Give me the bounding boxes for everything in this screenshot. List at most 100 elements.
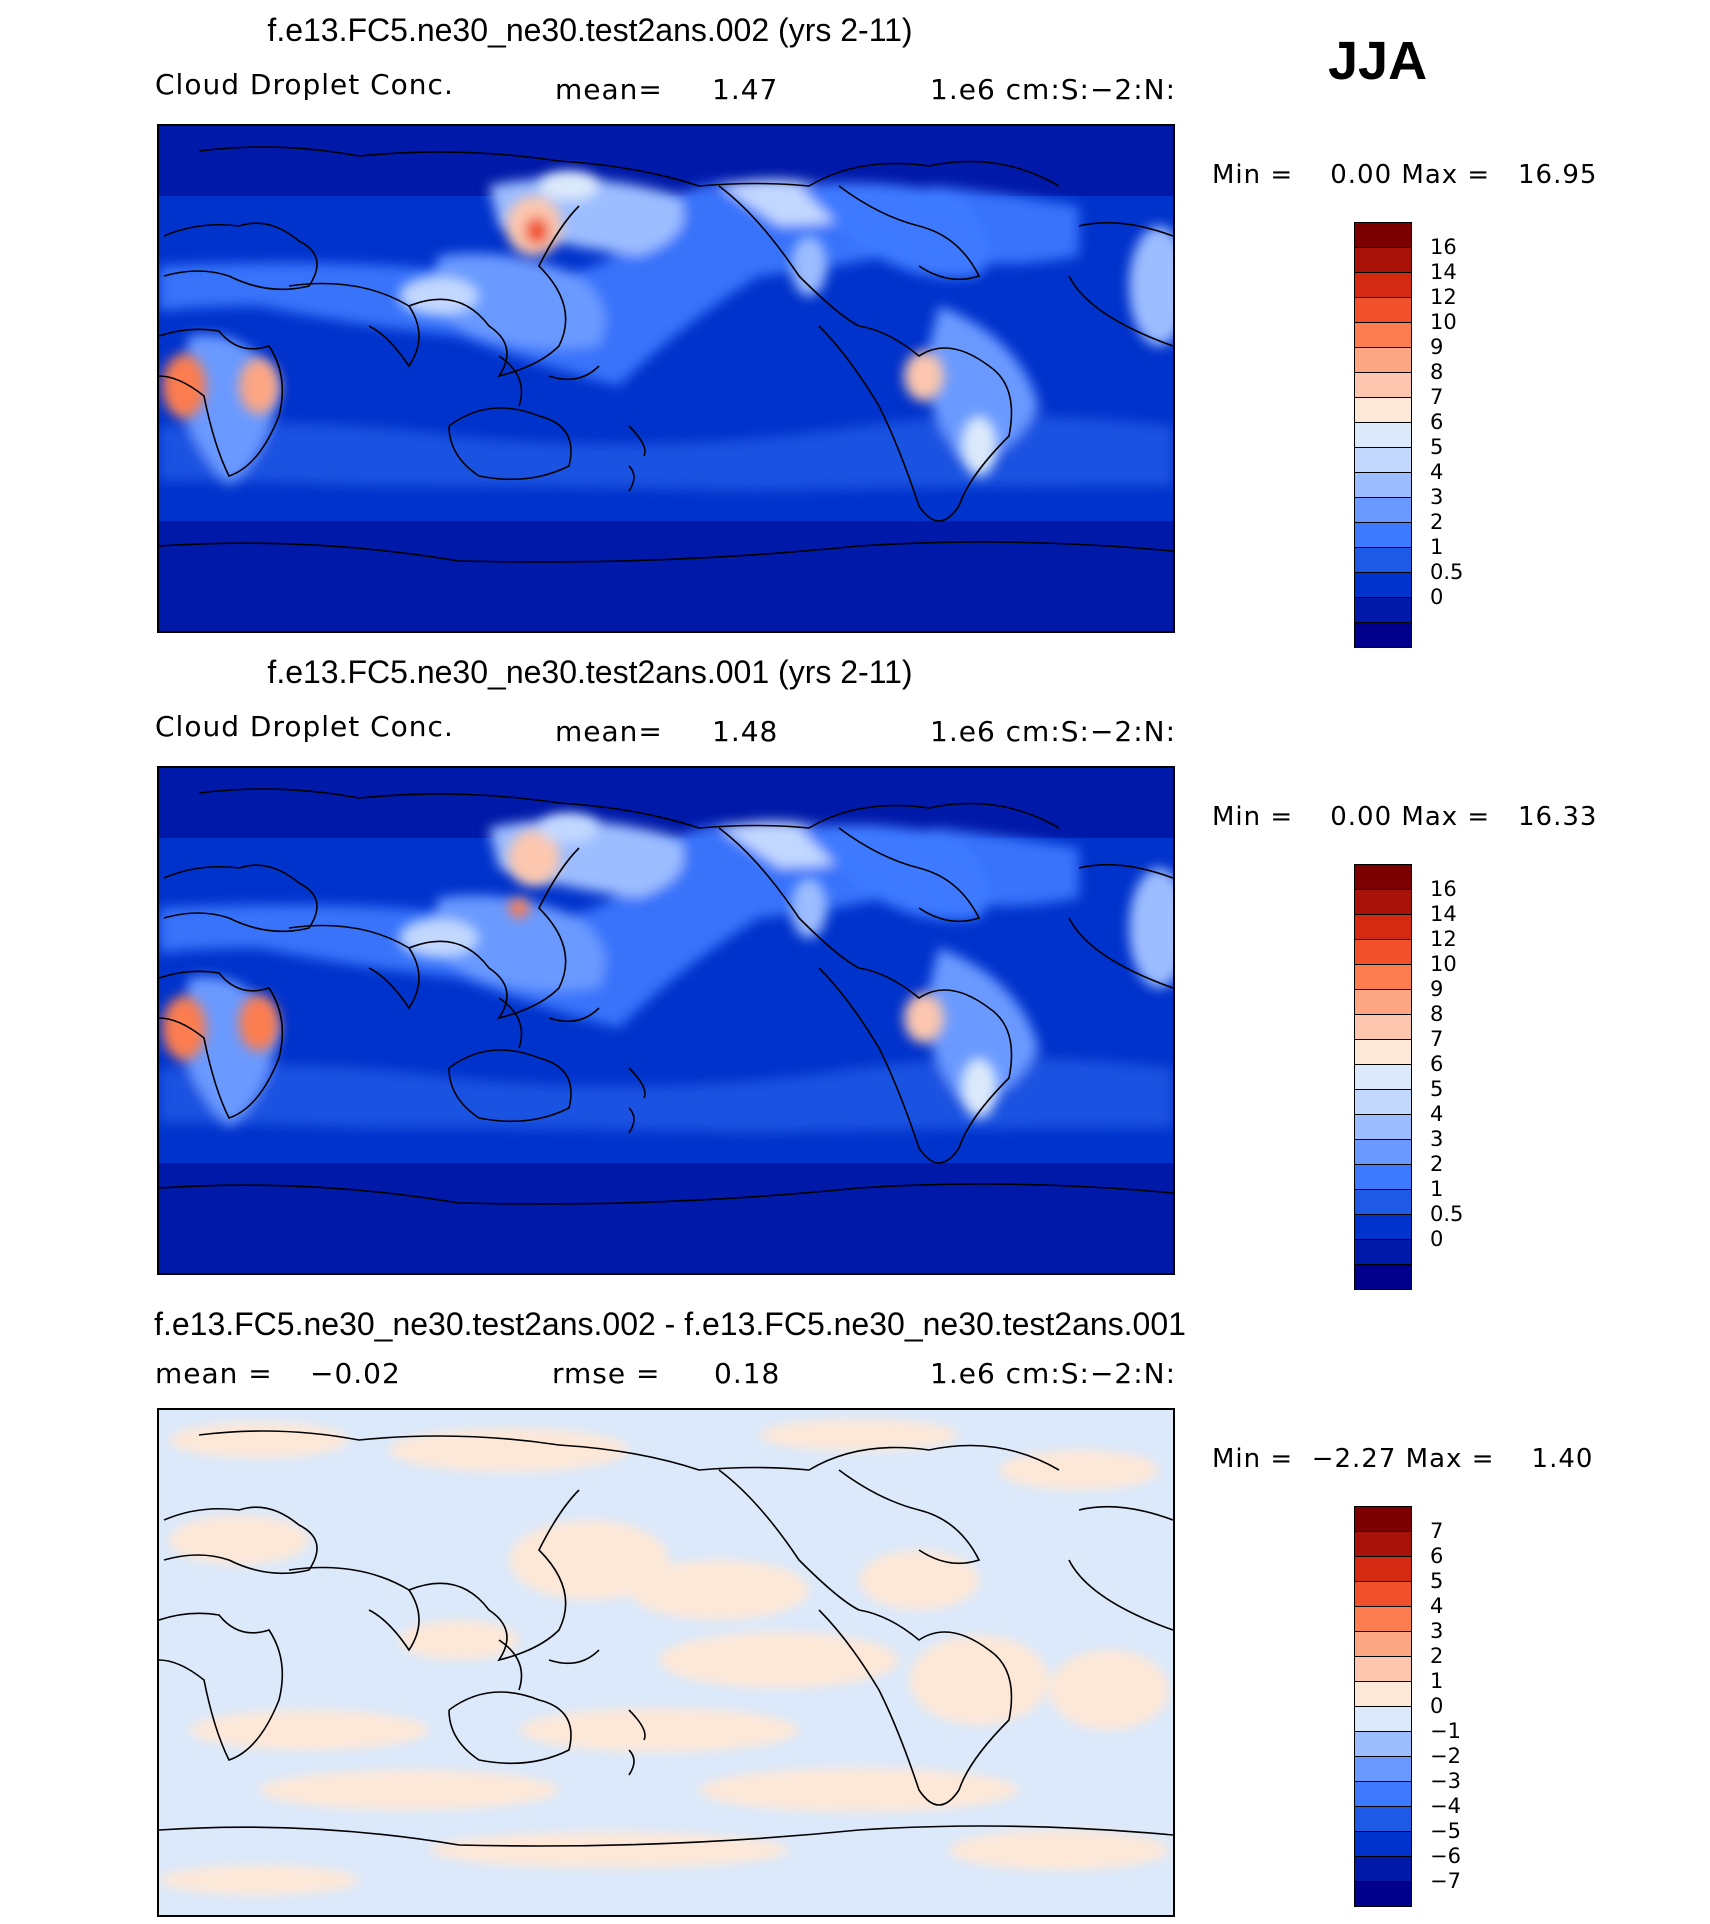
- colorbar-tick-label: 1: [1430, 1177, 1444, 1201]
- colorbar-tick-label: 14: [1430, 260, 1457, 284]
- colorbar-tick-label: 12: [1430, 285, 1457, 309]
- colorbar-cell: [1354, 1214, 1412, 1240]
- max-label: Max =: [1401, 160, 1491, 190]
- colorbar-cell: [1354, 622, 1412, 648]
- colorbar-tick-label: 0.5: [1430, 1202, 1464, 1226]
- colorbar-tick-label: 8: [1430, 360, 1444, 384]
- panel-test2ans-001: f.e13.FC5.ne30_ne30.test2ans.001 (yrs 2-…: [0, 642, 1710, 1290]
- colorbar-cell: [1354, 372, 1412, 398]
- panel-title: f.e13.FC5.ne30_ne30.test2ans.002 (yrs 2-…: [267, 12, 913, 48]
- colorbar-cell: [1354, 1014, 1412, 1040]
- colorbar-cell: [1354, 497, 1412, 523]
- colorbar-cell: [1354, 1706, 1412, 1732]
- colorbar-tick-label: 7: [1430, 1519, 1444, 1543]
- colorbar-cell: [1354, 1756, 1412, 1782]
- min-label: Min =: [1212, 1444, 1294, 1474]
- min-label: Min =: [1212, 802, 1294, 832]
- rmse-label: rmse =: [552, 1357, 661, 1390]
- colorbar-tick-label: 6: [1430, 1544, 1444, 1568]
- colorbar-cell: [1354, 1039, 1412, 1065]
- colorbar-tick-label: 0: [1430, 1227, 1444, 1251]
- colorbar-tick-label: 14: [1430, 902, 1457, 926]
- min-value: −2.27: [1311, 1444, 1397, 1474]
- map-plot: [157, 766, 1175, 1275]
- colorbar-tick-label: 2: [1430, 1644, 1444, 1668]
- colorbar-cell: [1354, 1656, 1412, 1682]
- max-value: 16.95: [1518, 160, 1598, 190]
- variable-name: Cloud Droplet Conc.: [155, 710, 454, 743]
- colorbar-tick-label: 0.5: [1430, 560, 1464, 584]
- colorbar-tick-label: −1: [1430, 1719, 1461, 1743]
- panel-title: f.e13.FC5.ne30_ne30.test2ans.001 (yrs 2-…: [267, 654, 913, 690]
- colorbar-cell: [1354, 914, 1412, 940]
- colorbar-tick-label: 4: [1430, 1102, 1444, 1126]
- min-max-readout: Min = −2.27 Max = 1.40: [1212, 1444, 1593, 1474]
- colorbar: 16 14 12 10 9 8 7 6 5 4 3 2 1 0.5 0: [1354, 222, 1463, 648]
- colorbar-cell: [1354, 1089, 1412, 1115]
- difference-map: [159, 1410, 1173, 1915]
- colorbar: 7 6 5 4 3 2 1 0 −1 −2 −3 −4 −5 −6 −7: [1354, 1506, 1461, 1907]
- colorbar-cell: [1354, 472, 1412, 498]
- colorbar-cell: [1354, 939, 1412, 965]
- colorbar-cell: [1354, 1114, 1412, 1140]
- colorbar-cell: [1354, 1189, 1412, 1215]
- cdnc-map: [159, 768, 1173, 1273]
- colorbar-tick-label: 3: [1430, 1619, 1444, 1643]
- colorbar-cell: [1354, 1531, 1412, 1557]
- variable-name: Cloud Droplet Conc.: [155, 68, 454, 101]
- panel-difference: f.e13.FC5.ne30_ne30.test2ans.002 - f.e13…: [0, 1284, 1710, 1924]
- colorbar-cell: [1354, 1781, 1412, 1807]
- colorbar-cell: [1354, 272, 1412, 298]
- colorbar-cell: [1354, 297, 1412, 323]
- colorbar-cell: [1354, 1606, 1412, 1632]
- colorbar-cell: [1354, 1881, 1412, 1907]
- colorbar-cell: [1354, 222, 1412, 248]
- colorbar-tick-label: 6: [1430, 1052, 1444, 1076]
- min-value: 0.00: [1330, 160, 1393, 190]
- colorbar-tick-label: −5: [1430, 1819, 1461, 1843]
- colorbar-cell: [1354, 572, 1412, 598]
- colorbar-cell: [1354, 1556, 1412, 1582]
- colorbar-tick-label: −2: [1430, 1744, 1461, 1768]
- colorbar-cell: [1354, 889, 1412, 915]
- panel-title: f.e13.FC5.ne30_ne30.test2ans.002 - f.e13…: [154, 1306, 1186, 1342]
- colorbar-tick-label: 8: [1430, 1002, 1444, 1026]
- colorbar-cell: [1354, 1064, 1412, 1090]
- colorbar-tick-label: 2: [1430, 1152, 1444, 1176]
- min-max-readout: Min = 0.00 Max = 16.95: [1212, 160, 1597, 190]
- colorbar-tick-label: 12: [1430, 927, 1457, 951]
- colorbar-cell: [1354, 964, 1412, 990]
- mean-label: mean =: [155, 1357, 273, 1390]
- colorbar-tick-label: 0: [1430, 1694, 1444, 1718]
- colorbar-tick-label: 5: [1430, 1077, 1444, 1101]
- mean-value: −0.02: [310, 1357, 401, 1390]
- map-plot: [157, 1408, 1175, 1917]
- colorbar-cell: [1354, 547, 1412, 573]
- mean-value: 1.48: [712, 715, 779, 748]
- colorbar-tick-label: 9: [1430, 335, 1444, 359]
- colorbar-cell: [1354, 1581, 1412, 1607]
- colorbar-cell: [1354, 1806, 1412, 1832]
- colorbar-tick-label: 3: [1430, 485, 1444, 509]
- colorbar-tick-label: 1: [1430, 535, 1444, 559]
- colorbar-tick-label: 2: [1430, 510, 1444, 534]
- colorbar-tick-label: 16: [1430, 877, 1457, 901]
- colorbar-tick-label: 3: [1430, 1127, 1444, 1151]
- colorbar-tick-label: 6: [1430, 410, 1444, 434]
- colorbar-cell: [1354, 1239, 1412, 1265]
- colorbar-cell: [1354, 1831, 1412, 1857]
- colorbar-cell: [1354, 322, 1412, 348]
- colorbar-tick-label: 4: [1430, 1594, 1444, 1618]
- colorbar-cell: [1354, 1139, 1412, 1165]
- colorbar-tick-label: 7: [1430, 1027, 1444, 1051]
- colorbar-cell: [1354, 522, 1412, 548]
- rmse-value: 0.18: [714, 1357, 781, 1390]
- max-value: 16.33: [1518, 802, 1598, 832]
- units-label: 1.e6 cm:S:−2:N:: [930, 73, 1177, 106]
- mean-label: mean=: [555, 715, 663, 748]
- colorbar-cell: [1354, 1506, 1412, 1532]
- colorbar-tick-label: 16: [1430, 235, 1457, 259]
- min-label: Min =: [1212, 160, 1294, 190]
- min-max-readout: Min = 0.00 Max = 16.33: [1212, 802, 1597, 832]
- colorbar-tick-label: 4: [1430, 460, 1444, 484]
